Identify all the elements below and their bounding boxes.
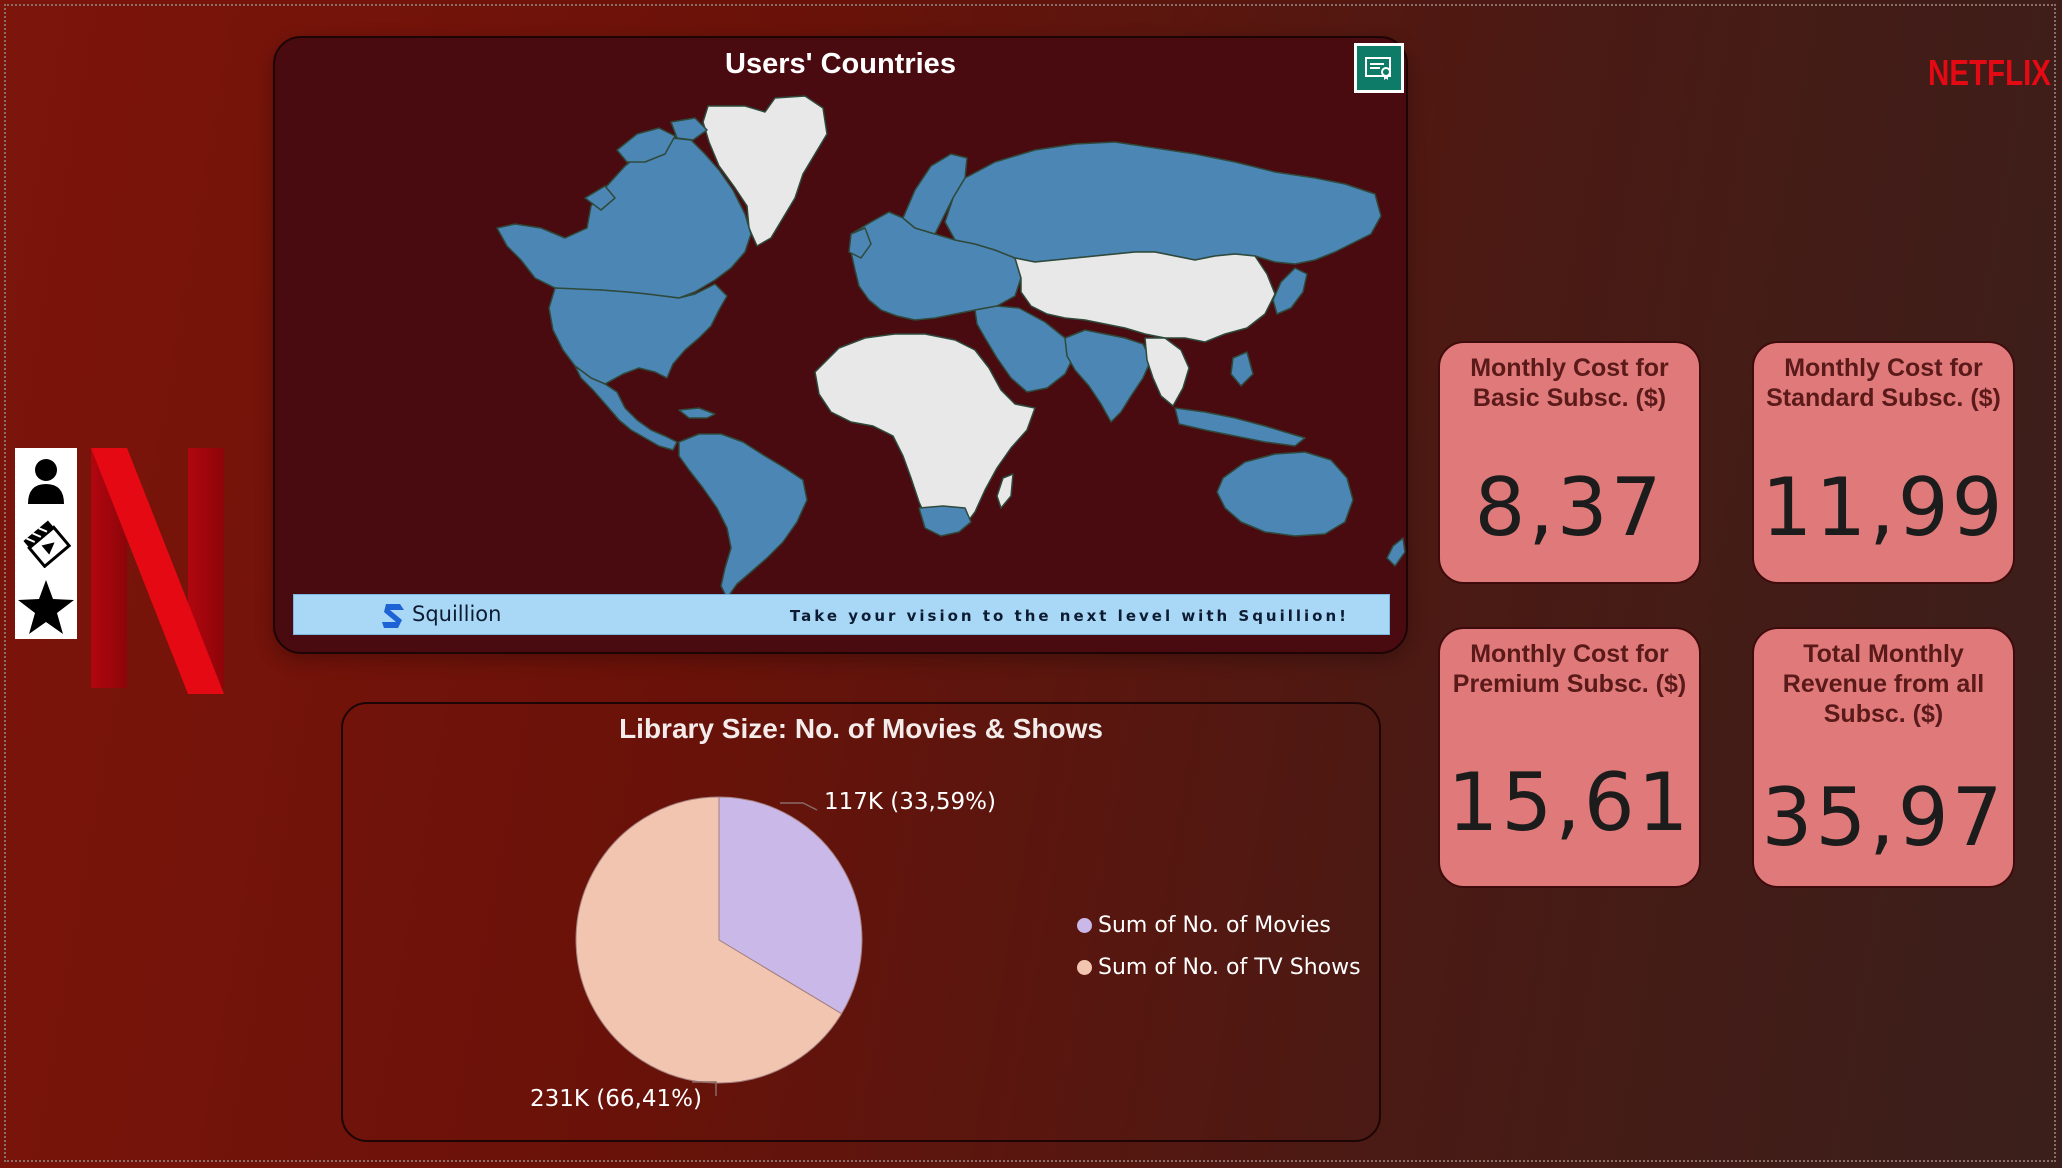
movies-data-label: 117K (33,59%) — [824, 789, 996, 815]
kpi-card-basic[interactable]: Monthly Cost for Basic Subsc. ($) 8,37 — [1438, 341, 1701, 584]
sponsor-name: Squillion — [412, 602, 502, 626]
map-title: Users' Countries — [725, 48, 956, 80]
legend-dot-shows — [1077, 959, 1092, 975]
map-region-southeast-asia-mainland — [1144, 337, 1190, 407]
map-region-japan — [1272, 267, 1308, 315]
map-region-maritime-asia — [1174, 351, 1306, 447]
pie-slice-shows[interactable] — [575, 796, 843, 1084]
map-region-africa — [814, 333, 1036, 535]
nav-ratings-button[interactable] — [15, 576, 77, 638]
kpi-label-standard: Monthly Cost for Standard Subsc. ($) — [1766, 354, 2001, 412]
library-size-card: Library Size: No. of Movies & Shows 117K… — [341, 702, 1381, 1142]
nav-strip — [15, 448, 77, 639]
kpi-value-standard: 11,99 — [1761, 461, 2006, 554]
map-region-arctic-islands — [584, 117, 708, 211]
nav-users-button[interactable] — [15, 450, 77, 512]
star-icon — [18, 580, 74, 634]
map-region-south-asia — [1064, 329, 1152, 423]
kpi-label-basic: Monthly Cost for Basic Subsc. ($) — [1470, 354, 1669, 412]
map-region-greenland — [702, 95, 828, 247]
map-region-middle-east — [974, 305, 1076, 393]
kpi-label-total-revenue: Total Monthly Revenue from all Subsc. ($… — [1782, 640, 1985, 728]
map-region-russia — [944, 141, 1382, 265]
map-region-south-america — [678, 433, 808, 598]
map-action-button[interactable] — [1354, 43, 1404, 93]
pie-slice-movies[interactable] — [718, 796, 863, 1015]
map-region-new-zealand — [1386, 537, 1406, 567]
kpi-value-total-revenue: 35,97 — [1761, 771, 2006, 864]
nav-titles-button[interactable] — [15, 512, 77, 574]
netflix-n-logo-icon — [91, 448, 224, 694]
certificate-icon — [1365, 57, 1391, 80]
squillion-logo-icon — [382, 604, 404, 628]
map-region-caribbean — [678, 407, 716, 419]
kpi-card-total-revenue[interactable]: Total Monthly Revenue from all Subsc. ($… — [1752, 627, 2015, 888]
pie-title: Library Size: No. of Movies & Shows — [619, 713, 1103, 744]
map-card: Users' Countries — [273, 36, 1408, 654]
world-map[interactable] — [275, 38, 1410, 598]
legend-dot-movies — [1077, 917, 1092, 933]
library-size-pie — [575, 796, 863, 1096]
legend-label-movies: Sum of No. of Movies — [1098, 912, 1331, 938]
movies-leader-line — [780, 802, 818, 811]
map-region-uk — [848, 227, 872, 259]
sponsor-tagline: Take your vision to the next level with … — [789, 607, 1349, 625]
map-region-australia — [1216, 451, 1354, 537]
person-icon — [28, 459, 64, 504]
shows-data-label: 231K (66,41%) — [530, 1086, 702, 1112]
map-region-east-asia — [1014, 251, 1276, 343]
kpi-value-basic: 8,37 — [1474, 461, 1665, 554]
map-region-south-africa — [918, 505, 972, 537]
shows-leader-line — [692, 1081, 717, 1096]
netflix-wordmark: NETFLIX — [1928, 52, 2051, 93]
kpi-value-premium: 15,61 — [1447, 756, 1692, 849]
clapperboard-icon — [23, 520, 71, 568]
legend-label-shows: Sum of No. of TV Shows — [1098, 954, 1361, 980]
legend-item-shows[interactable]: Sum of No. of TV Shows — [1077, 946, 1361, 988]
sponsor-banner[interactable]: Squillion Take your vision to the next l… — [293, 594, 1390, 635]
map-region-north-america-north — [496, 137, 752, 299]
map-region-central-america — [574, 365, 678, 451]
kpi-card-premium[interactable]: Monthly Cost for Premium Subsc. ($) 15,6… — [1438, 627, 1701, 888]
page-frame — [4, 4, 2056, 1162]
kpi-label-premium: Monthly Cost for Premium Subsc. ($) — [1452, 640, 1687, 698]
kpi-card-standard[interactable]: Monthly Cost for Standard Subsc. ($) 11,… — [1752, 341, 2015, 584]
legend-item-movies[interactable]: Sum of No. of Movies — [1077, 904, 1361, 946]
pie-legend: Sum of No. of Movies Sum of No. of TV Sh… — [1077, 904, 1361, 988]
map-region-madagascar — [996, 473, 1014, 509]
